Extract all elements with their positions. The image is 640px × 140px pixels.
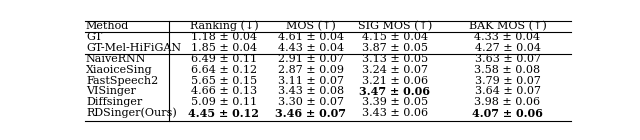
Text: 2.91 ± 0.07: 2.91 ± 0.07 [278, 54, 344, 64]
Text: BAK MOS (↑): BAK MOS (↑) [468, 21, 547, 31]
Text: 1.18 ± 0.04: 1.18 ± 0.04 [191, 32, 257, 42]
Text: 4.45 ± 0.12: 4.45 ± 0.12 [188, 108, 259, 119]
Text: 4.15 ± 0.04: 4.15 ± 0.04 [362, 32, 428, 42]
Text: Ranking (↓): Ranking (↓) [189, 21, 258, 31]
Text: 3.21 ± 0.06: 3.21 ± 0.06 [362, 75, 428, 86]
Text: 4.27 ± 0.04: 4.27 ± 0.04 [474, 43, 541, 53]
Text: GT-Mel-HiFiGAN: GT-Mel-HiFiGAN [86, 43, 181, 53]
Text: 5.65 ± 0.15: 5.65 ± 0.15 [191, 75, 257, 86]
Text: Diffsinger: Diffsinger [86, 97, 142, 107]
Text: SIG MOS (↑): SIG MOS (↑) [358, 21, 432, 31]
Text: 4.33 ± 0.04: 4.33 ± 0.04 [474, 32, 541, 42]
Text: 3.79 ± 0.07: 3.79 ± 0.07 [475, 75, 541, 86]
Text: 3.30 ± 0.07: 3.30 ± 0.07 [278, 97, 344, 107]
Text: 4.07 ± 0.06: 4.07 ± 0.06 [472, 108, 543, 119]
Text: 3.46 ± 0.07: 3.46 ± 0.07 [275, 108, 346, 119]
Text: 3.64 ± 0.07: 3.64 ± 0.07 [474, 86, 541, 96]
Text: 3.11 ± 0.07: 3.11 ± 0.07 [278, 75, 344, 86]
Text: 3.24 ± 0.07: 3.24 ± 0.07 [362, 65, 428, 75]
Text: 4.43 ± 0.04: 4.43 ± 0.04 [278, 43, 344, 53]
Text: FastSpeech2: FastSpeech2 [86, 75, 158, 86]
Text: 3.43 ± 0.08: 3.43 ± 0.08 [278, 86, 344, 96]
Text: 4.61 ± 0.04: 4.61 ± 0.04 [278, 32, 344, 42]
Text: Method: Method [86, 21, 129, 31]
Text: 3.58 ± 0.08: 3.58 ± 0.08 [474, 65, 541, 75]
Text: 6.64 ± 0.12: 6.64 ± 0.12 [191, 65, 257, 75]
Text: 3.47 ± 0.06: 3.47 ± 0.06 [360, 86, 431, 97]
Text: RDSinger(Ours): RDSinger(Ours) [86, 108, 177, 118]
Text: 4.66 ± 0.13: 4.66 ± 0.13 [191, 86, 257, 96]
Text: 2.87 ± 0.09: 2.87 ± 0.09 [278, 65, 344, 75]
Text: 6.49 ± 0.11: 6.49 ± 0.11 [191, 54, 257, 64]
Text: 3.13 ± 0.05: 3.13 ± 0.05 [362, 54, 428, 64]
Text: 3.98 ± 0.06: 3.98 ± 0.06 [474, 97, 541, 107]
Text: XiaoiceSing: XiaoiceSing [86, 65, 152, 75]
Text: 3.87 ± 0.05: 3.87 ± 0.05 [362, 43, 428, 53]
Text: 3.43 ± 0.06: 3.43 ± 0.06 [362, 108, 428, 118]
Text: VISinger: VISinger [86, 86, 136, 96]
Text: 1.85 ± 0.04: 1.85 ± 0.04 [191, 43, 257, 53]
Text: 5.09 ± 0.11: 5.09 ± 0.11 [191, 97, 257, 107]
Text: MOS (↑): MOS (↑) [286, 21, 335, 31]
Text: 3.63 ± 0.07: 3.63 ± 0.07 [474, 54, 541, 64]
Text: 3.39 ± 0.05: 3.39 ± 0.05 [362, 97, 428, 107]
Text: GT: GT [86, 32, 102, 42]
Text: NaiveRNN: NaiveRNN [86, 54, 147, 64]
